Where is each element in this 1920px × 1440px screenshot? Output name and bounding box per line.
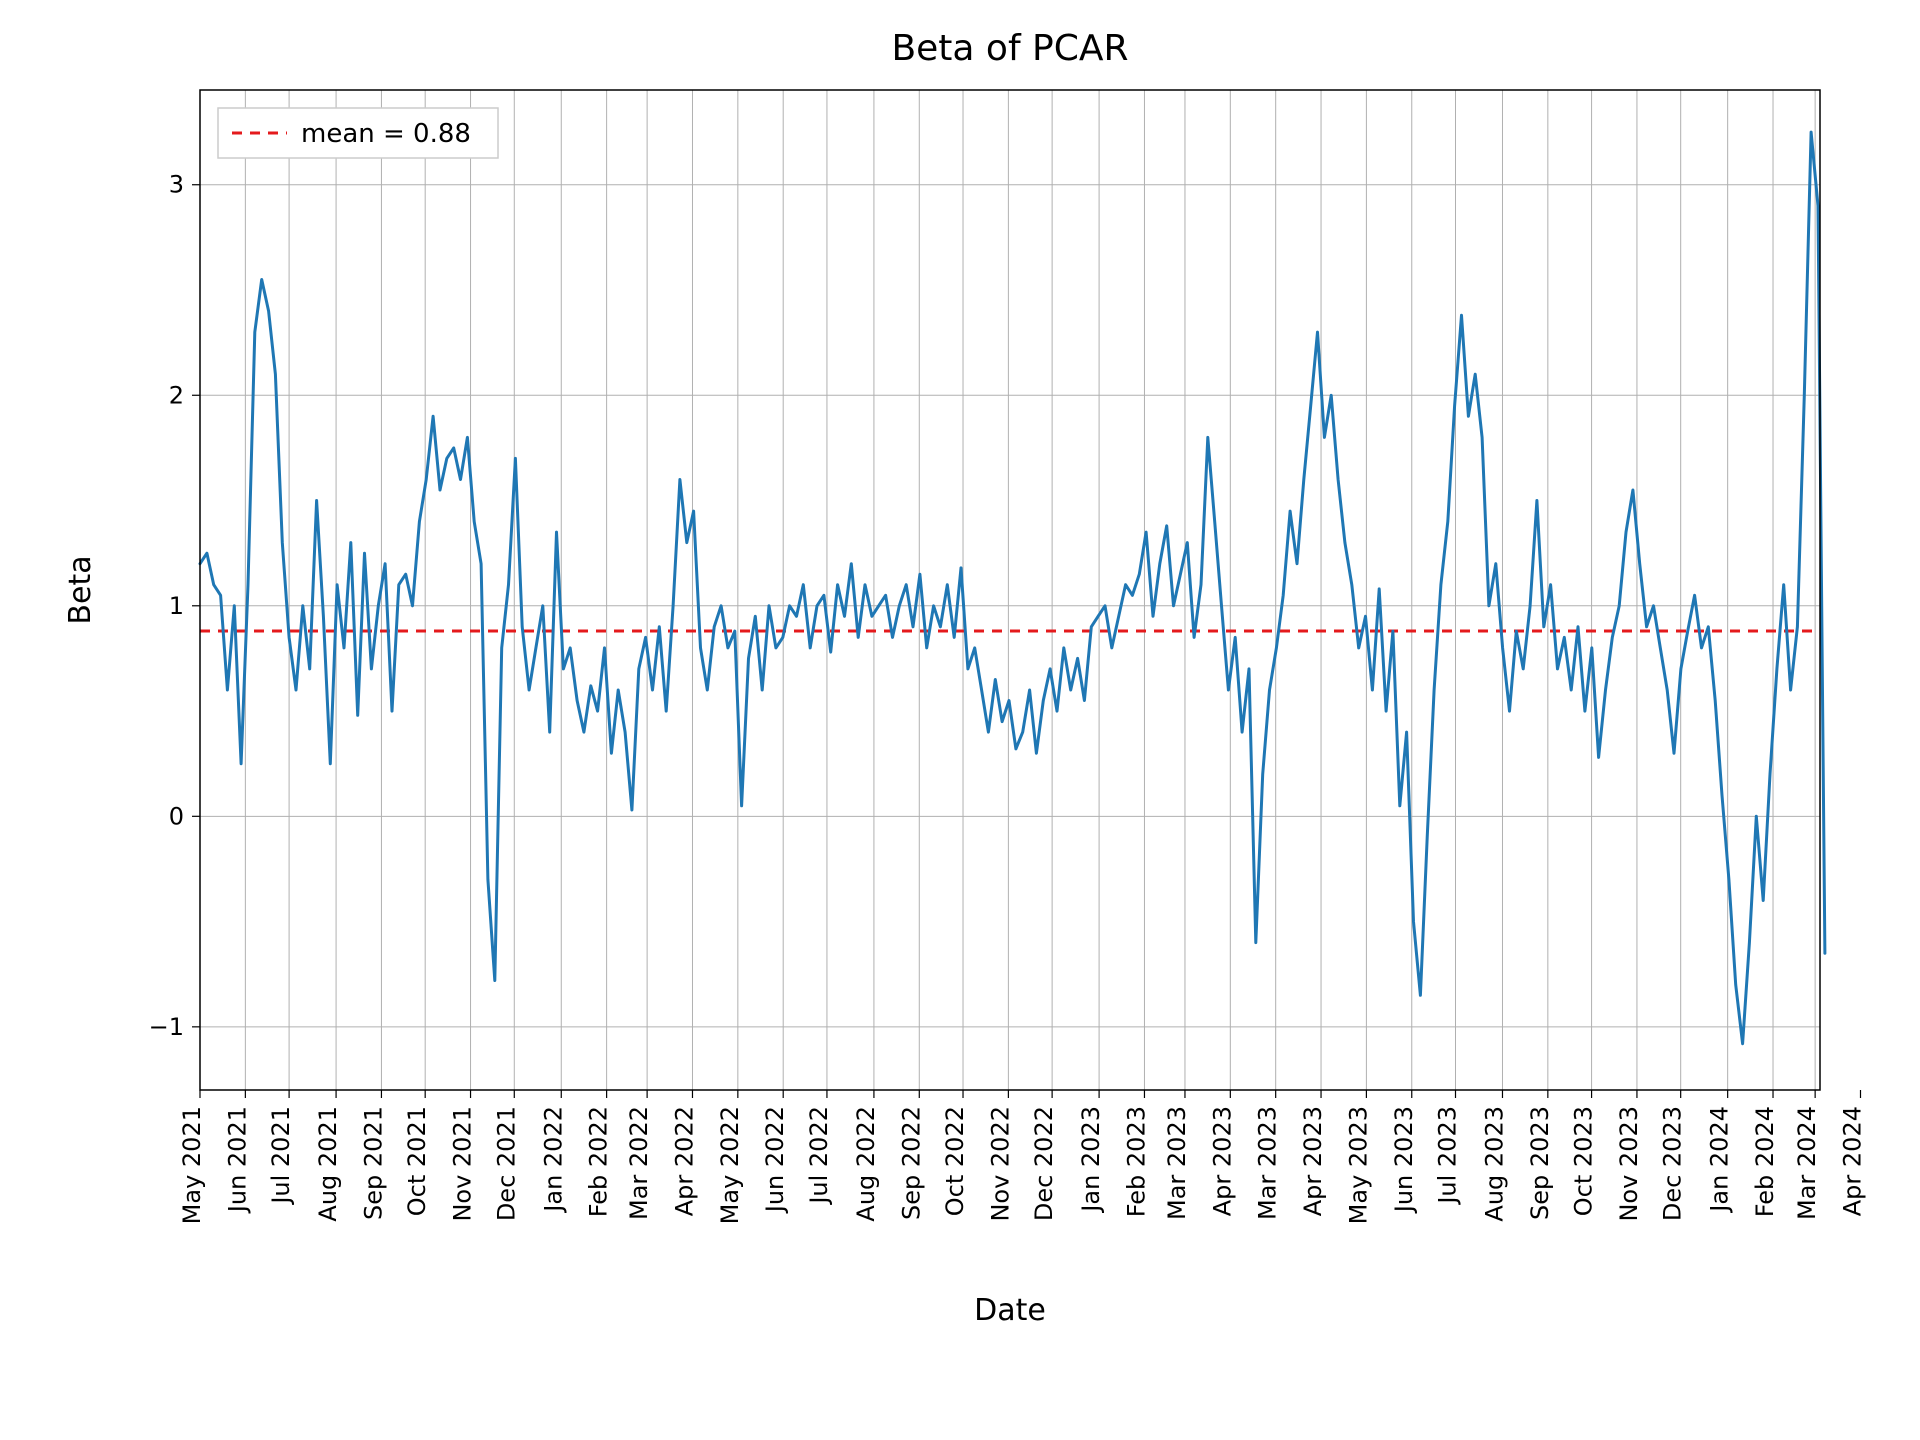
beta-chart: Beta of PCAR −1 0 1 2 3 May 2021 Jun 2021 Jul … bbox=[0, 0, 1920, 1440]
legend-label: mean = 0.88 bbox=[301, 119, 471, 149]
x-tick-label: Mar 2022 bbox=[625, 1106, 653, 1220]
x-tick-label: Dec 2022 bbox=[1030, 1106, 1058, 1221]
x-tick-label: Mar 2023 bbox=[1163, 1106, 1191, 1220]
x-tick-label: May 2022 bbox=[716, 1106, 744, 1224]
x-axis-label: Date bbox=[974, 1293, 1046, 1328]
x-tick-label: Oct 2023 bbox=[1570, 1106, 1598, 1216]
chart-title: Beta of PCAR bbox=[891, 28, 1128, 69]
x-tick-label: Apr 2023 bbox=[1299, 1106, 1327, 1216]
x-tick-label: Jul 2023 bbox=[1434, 1106, 1462, 1206]
x-tick-label: Oct 2021 bbox=[403, 1106, 431, 1216]
legend: mean = 0.88 bbox=[218, 108, 498, 158]
x-tick-label: Aug 2023 bbox=[1480, 1106, 1508, 1222]
y-axis-label: Beta bbox=[63, 555, 98, 624]
x-tick-label: May 2021 bbox=[178, 1106, 206, 1224]
x-tick-label: Feb 2022 bbox=[585, 1106, 613, 1217]
x-tick-label: Jul 2021 bbox=[267, 1106, 295, 1206]
x-tick-label: Jan 2023 bbox=[1077, 1106, 1105, 1214]
x-tick-label: Feb 2024 bbox=[1751, 1106, 1779, 1217]
x-tick-label: Sep 2022 bbox=[897, 1106, 925, 1220]
x-tick-label: Mar 2024 bbox=[1793, 1106, 1821, 1220]
x-tick-label: Jan 2024 bbox=[1706, 1106, 1734, 1214]
x-tick-label: Nov 2021 bbox=[449, 1106, 477, 1222]
x-tick-label: Apr 2024 bbox=[1839, 1106, 1867, 1216]
y-tick-label: 2 bbox=[169, 381, 184, 409]
beta-series-line bbox=[200, 132, 1825, 1044]
x-tick-label: Nov 2022 bbox=[986, 1106, 1014, 1222]
x-tick-label: Dec 2023 bbox=[1659, 1106, 1687, 1221]
grid-vertical bbox=[200, 90, 1815, 1090]
x-tick-label: Apr 2023 bbox=[1208, 1106, 1236, 1216]
x-tick-label: Nov 2023 bbox=[1615, 1106, 1643, 1222]
x-tick-label: Mar 2023 bbox=[1254, 1106, 1282, 1220]
x-tick-label: Aug 2021 bbox=[314, 1106, 342, 1222]
x-tick-label: Sep 2023 bbox=[1526, 1106, 1554, 1220]
x-tick-label: May 2023 bbox=[1344, 1106, 1372, 1224]
grid-horizontal bbox=[200, 185, 1820, 1027]
x-tick-label: Jul 2022 bbox=[805, 1106, 833, 1206]
x-tick-label: Jun 2023 bbox=[1390, 1106, 1418, 1214]
y-tick-label: 1 bbox=[169, 592, 184, 620]
y-tick-label: −1 bbox=[149, 1013, 184, 1041]
chart-container: Beta of PCAR −1 0 1 2 3 May 2021 Jun 2021 Jul … bbox=[0, 0, 1920, 1440]
x-tick-label: Jan 2022 bbox=[539, 1106, 567, 1214]
x-tick-label: Oct 2022 bbox=[941, 1106, 969, 1216]
plot-border bbox=[200, 90, 1820, 1090]
y-tick-label: 0 bbox=[169, 802, 184, 830]
x-tick-label: Sep 2021 bbox=[359, 1106, 387, 1220]
x-tick-label: Apr 2022 bbox=[670, 1106, 698, 1216]
x-axis-ticks: May 2021 Jun 2021 Jul 2021 Aug 2021 Sep 2021… bbox=[178, 1090, 1867, 1224]
x-tick-label: Aug 2022 bbox=[852, 1106, 880, 1222]
y-tick-label: 3 bbox=[169, 171, 184, 199]
x-tick-label: Jun 2022 bbox=[761, 1106, 789, 1214]
x-tick-label: Dec 2021 bbox=[492, 1106, 520, 1221]
x-tick-label: Feb 2023 bbox=[1122, 1106, 1150, 1217]
x-tick-label: Jun 2021 bbox=[223, 1106, 251, 1214]
y-axis-ticks: −1 0 1 2 3 bbox=[149, 171, 200, 1041]
